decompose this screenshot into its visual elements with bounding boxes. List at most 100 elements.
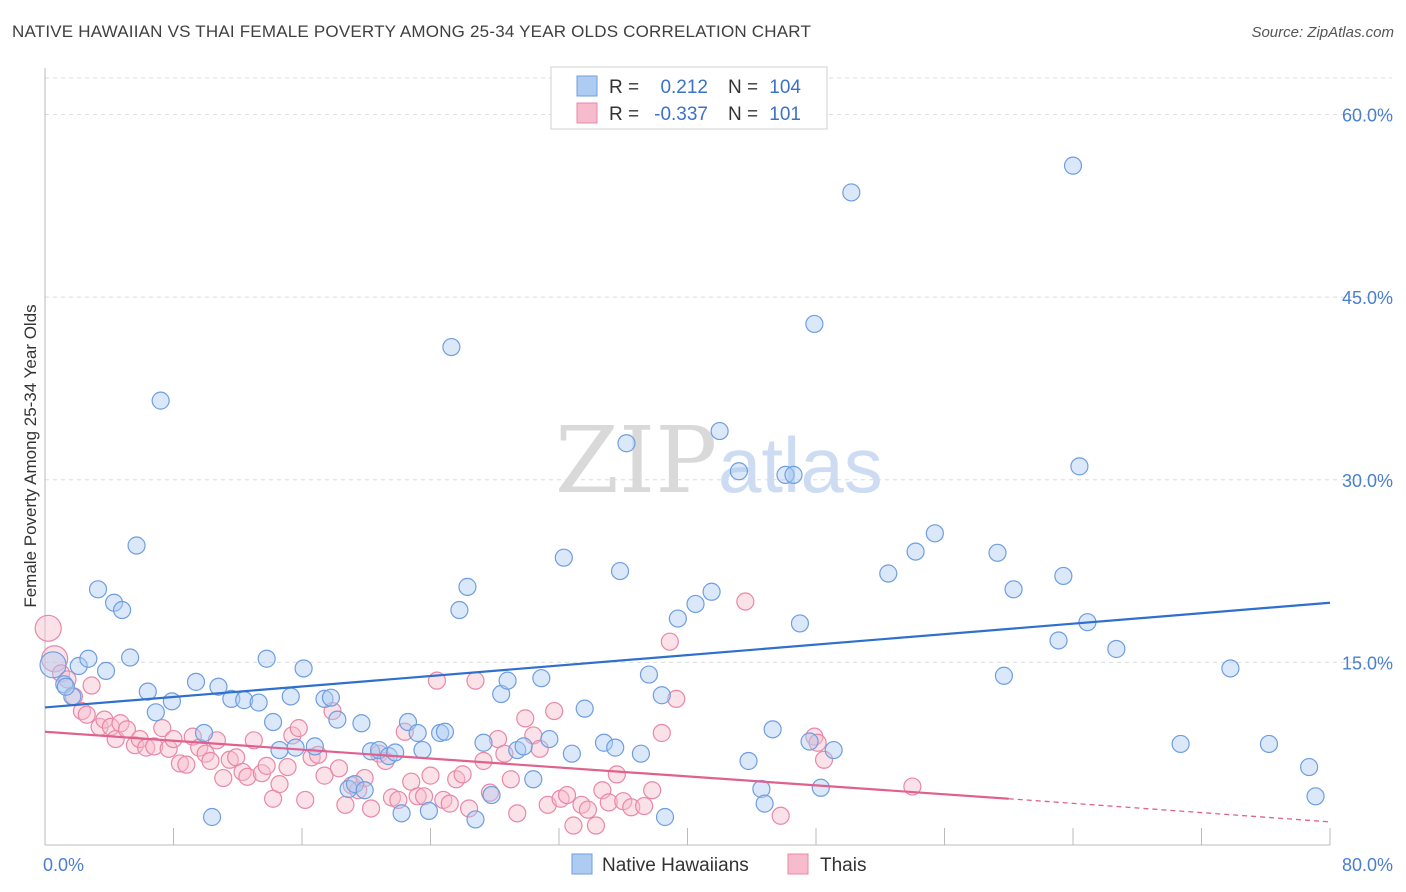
chart-title: NATIVE HAWAIIAN VS THAI FEMALE POVERTY A… (12, 22, 812, 41)
point-native-hawaiians-10 (121, 648, 140, 667)
point-thais-26 (201, 751, 220, 771)
point-native-hawaiians-95 (1049, 631, 1068, 650)
point-native-hawaiians-14 (146, 703, 165, 722)
y-tick-label-15: 15.0% (1342, 653, 1393, 673)
point-native-hawaiians-97 (1063, 156, 1083, 175)
point-native-hawaiians-65 (606, 738, 625, 757)
point-native-hawaiians-85 (805, 314, 824, 334)
point-native-hawaiians-51 (466, 810, 485, 829)
watermark: ZIP atlas (555, 407, 883, 514)
point-native-hawaiians-94 (1004, 580, 1023, 599)
point-native-hawaiians-72 (668, 609, 687, 628)
point-native-hawaiians-18 (202, 807, 222, 827)
point-thais-63 (440, 794, 459, 813)
x-tick-label-max: 80.0% (1342, 855, 1393, 875)
legend-swatch-blue (576, 75, 598, 97)
y-tick-label-45: 45.0% (1342, 288, 1393, 308)
point-native-hawaiians-60 (540, 729, 559, 749)
axes (44, 68, 1331, 846)
point-native-hawaiians-23 (257, 649, 276, 668)
y-tick-label-30: 30.0% (1342, 471, 1393, 491)
series-native-hawaiians (39, 156, 1325, 829)
point-thais-35 (257, 756, 276, 775)
point-native-hawaiians-44 (413, 740, 432, 760)
point-thais-0 (34, 614, 62, 642)
point-thais-80 (557, 785, 577, 805)
point-native-hawaiians-22 (249, 693, 268, 712)
point-native-hawaiians-83 (790, 614, 810, 633)
point-thais-17 (145, 737, 164, 756)
point-native-hawaiians-45 (419, 801, 438, 821)
point-native-hawaiians-4 (69, 656, 88, 676)
bottom-legend-swatch-pink (787, 853, 809, 875)
point-native-hawaiians-63 (575, 699, 594, 718)
point-thais-7 (82, 676, 101, 695)
point-thais-44 (315, 766, 334, 785)
point-thais-83 (578, 800, 598, 819)
point-thais-72 (501, 770, 520, 789)
point-native-hawaiians-55 (498, 671, 517, 690)
point-thais-87 (607, 765, 626, 784)
point-native-hawaiians-91 (925, 524, 944, 543)
point-thais-41 (296, 790, 315, 810)
point-native-hawaiians-26 (281, 687, 300, 706)
point-native-hawaiians-43 (408, 723, 427, 743)
x-tick-label-min: 0.0% (43, 855, 84, 875)
point-thais-59 (414, 787, 434, 806)
point-native-hawaiians-0 (39, 651, 67, 679)
point-native-hawaiians-19 (209, 677, 228, 696)
point-native-hawaiians-104 (1300, 757, 1319, 777)
point-native-hawaiians-29 (305, 737, 324, 756)
point-native-hawaiians-32 (328, 710, 347, 729)
point-native-hawaiians-79 (755, 794, 774, 813)
point-thais-47 (336, 795, 355, 814)
point-native-hawaiians-101 (1171, 734, 1190, 754)
point-thais-6 (77, 705, 96, 724)
point-thais-66 (459, 799, 479, 818)
point-native-hawaiians-62 (562, 744, 581, 763)
point-thais-91 (643, 781, 662, 800)
point-thais-73 (508, 804, 527, 823)
point-thais-18 (153, 719, 172, 738)
bottom-legend: Native Hawaiians Thais (571, 853, 866, 876)
point-thais-38 (278, 757, 297, 777)
point-thais-86 (599, 793, 618, 812)
point-native-hawaiians-105 (1306, 787, 1325, 806)
point-native-hawaiians-7 (96, 661, 116, 681)
point-native-hawaiians-88 (842, 183, 861, 202)
point-native-hawaiians-77 (739, 751, 758, 771)
point-native-hawaiians-48 (442, 337, 461, 357)
point-native-hawaiians-74 (702, 582, 721, 601)
point-thais-81 (564, 816, 583, 835)
point-native-hawaiians-25 (270, 740, 289, 760)
legend-n-value-1: 104 (769, 77, 801, 98)
point-native-hawaiians-59 (532, 669, 551, 688)
point-native-hawaiians-89 (879, 564, 898, 583)
point-thais-60 (421, 766, 440, 785)
point-thais-84 (586, 816, 606, 835)
legend-r-value-1: 0.212 (660, 77, 708, 98)
point-native-hawaiians-82 (784, 465, 803, 484)
point-native-hawaiians-47 (435, 722, 455, 741)
point-native-hawaiians-87 (824, 740, 843, 760)
point-native-hawaiians-84 (800, 732, 819, 751)
legend-n-label-2: N = (728, 104, 758, 125)
point-thais-14 (125, 736, 145, 755)
point-native-hawaiians-86 (811, 778, 830, 797)
point-thais-93 (660, 632, 679, 651)
point-thais-3 (58, 670, 77, 689)
stats-legend: R = 0.212 N = 104 R = -0.337 N = 101 (550, 66, 828, 130)
point-thais-21 (170, 754, 190, 773)
point-native-hawaiians-64 (594, 733, 614, 752)
point-thais-55 (389, 790, 408, 810)
point-native-hawaiians-34 (345, 775, 365, 794)
point-thais-90 (635, 796, 654, 816)
point-thais-92 (652, 723, 671, 743)
point-native-hawaiians-53 (482, 785, 501, 805)
point-native-hawaiians-57 (514, 737, 533, 756)
legend-r-value-2: -0.337 (654, 104, 708, 125)
point-native-hawaiians-71 (652, 686, 671, 705)
point-native-hawaiians-93 (994, 666, 1014, 685)
trend-line-native-hawaiians (44, 601, 1331, 709)
